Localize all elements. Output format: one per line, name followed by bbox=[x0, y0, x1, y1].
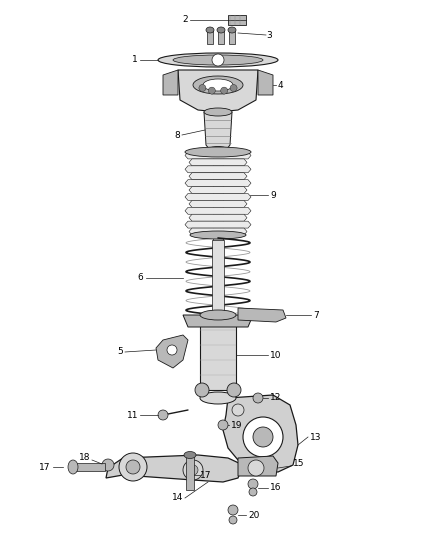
Polygon shape bbox=[156, 335, 188, 368]
Circle shape bbox=[188, 465, 198, 475]
Polygon shape bbox=[189, 173, 247, 180]
Text: 18: 18 bbox=[78, 454, 90, 463]
Text: 4: 4 bbox=[278, 80, 284, 90]
Ellipse shape bbox=[158, 53, 278, 67]
Text: 1: 1 bbox=[132, 55, 138, 64]
Bar bbox=[228, 15, 246, 25]
Text: 20: 20 bbox=[248, 511, 259, 520]
Circle shape bbox=[249, 488, 257, 496]
Text: 6: 6 bbox=[137, 273, 143, 282]
Polygon shape bbox=[189, 214, 247, 221]
Circle shape bbox=[126, 460, 140, 474]
Ellipse shape bbox=[208, 147, 228, 154]
Polygon shape bbox=[258, 70, 273, 95]
Bar bbox=[207, 30, 213, 44]
Ellipse shape bbox=[185, 147, 251, 157]
Text: 16: 16 bbox=[270, 483, 282, 492]
Text: 5: 5 bbox=[117, 348, 123, 357]
Ellipse shape bbox=[193, 76, 243, 94]
Polygon shape bbox=[185, 221, 251, 228]
Text: 8: 8 bbox=[174, 131, 180, 140]
Polygon shape bbox=[238, 456, 278, 476]
Circle shape bbox=[253, 393, 263, 403]
Circle shape bbox=[229, 516, 237, 524]
Polygon shape bbox=[189, 200, 247, 207]
Bar bbox=[73, 463, 105, 471]
Circle shape bbox=[183, 460, 203, 480]
Ellipse shape bbox=[203, 79, 233, 91]
Text: 2: 2 bbox=[182, 15, 188, 25]
Ellipse shape bbox=[204, 108, 232, 116]
Polygon shape bbox=[189, 159, 247, 166]
Ellipse shape bbox=[217, 27, 225, 33]
Bar bbox=[213, 150, 223, 320]
Text: 19: 19 bbox=[231, 421, 243, 430]
Circle shape bbox=[102, 459, 114, 471]
Circle shape bbox=[158, 410, 168, 420]
Text: 11: 11 bbox=[127, 410, 138, 419]
Ellipse shape bbox=[200, 392, 236, 404]
Circle shape bbox=[248, 479, 258, 489]
Circle shape bbox=[119, 453, 147, 481]
Polygon shape bbox=[185, 166, 251, 173]
Circle shape bbox=[195, 383, 209, 397]
Circle shape bbox=[228, 505, 238, 515]
Polygon shape bbox=[189, 187, 247, 193]
Ellipse shape bbox=[68, 460, 78, 474]
Bar bbox=[229, 30, 235, 44]
Ellipse shape bbox=[206, 27, 214, 33]
Polygon shape bbox=[178, 70, 258, 112]
Polygon shape bbox=[106, 455, 243, 482]
Circle shape bbox=[248, 460, 264, 476]
Circle shape bbox=[167, 345, 177, 355]
Circle shape bbox=[199, 85, 206, 92]
Circle shape bbox=[253, 427, 273, 447]
Ellipse shape bbox=[173, 55, 263, 65]
Polygon shape bbox=[204, 112, 232, 150]
Polygon shape bbox=[238, 308, 286, 322]
Ellipse shape bbox=[200, 310, 236, 320]
Circle shape bbox=[208, 87, 215, 94]
Circle shape bbox=[232, 404, 244, 416]
Bar bbox=[212, 240, 224, 320]
Text: 17: 17 bbox=[200, 471, 212, 480]
Text: 10: 10 bbox=[270, 351, 282, 359]
Polygon shape bbox=[183, 315, 253, 327]
Circle shape bbox=[212, 54, 224, 66]
Ellipse shape bbox=[190, 231, 246, 239]
Polygon shape bbox=[189, 228, 247, 235]
Circle shape bbox=[227, 383, 241, 397]
Ellipse shape bbox=[184, 451, 196, 458]
Bar bbox=[186, 455, 194, 490]
Polygon shape bbox=[223, 395, 298, 472]
Polygon shape bbox=[185, 180, 251, 187]
Bar bbox=[218, 30, 224, 44]
Text: 9: 9 bbox=[270, 190, 276, 199]
Text: 13: 13 bbox=[310, 432, 321, 441]
Circle shape bbox=[243, 417, 283, 457]
Circle shape bbox=[221, 87, 228, 94]
Polygon shape bbox=[185, 193, 251, 200]
Text: 15: 15 bbox=[293, 458, 304, 467]
Circle shape bbox=[218, 420, 228, 430]
Circle shape bbox=[230, 85, 237, 92]
Polygon shape bbox=[163, 70, 178, 95]
Bar bbox=[200, 315, 236, 390]
Text: 3: 3 bbox=[266, 30, 272, 39]
Text: 14: 14 bbox=[172, 494, 183, 503]
Text: 17: 17 bbox=[39, 463, 50, 472]
Ellipse shape bbox=[228, 27, 236, 33]
Polygon shape bbox=[185, 152, 251, 159]
Polygon shape bbox=[185, 207, 251, 214]
Text: 12: 12 bbox=[270, 393, 281, 402]
Text: 7: 7 bbox=[313, 311, 319, 319]
